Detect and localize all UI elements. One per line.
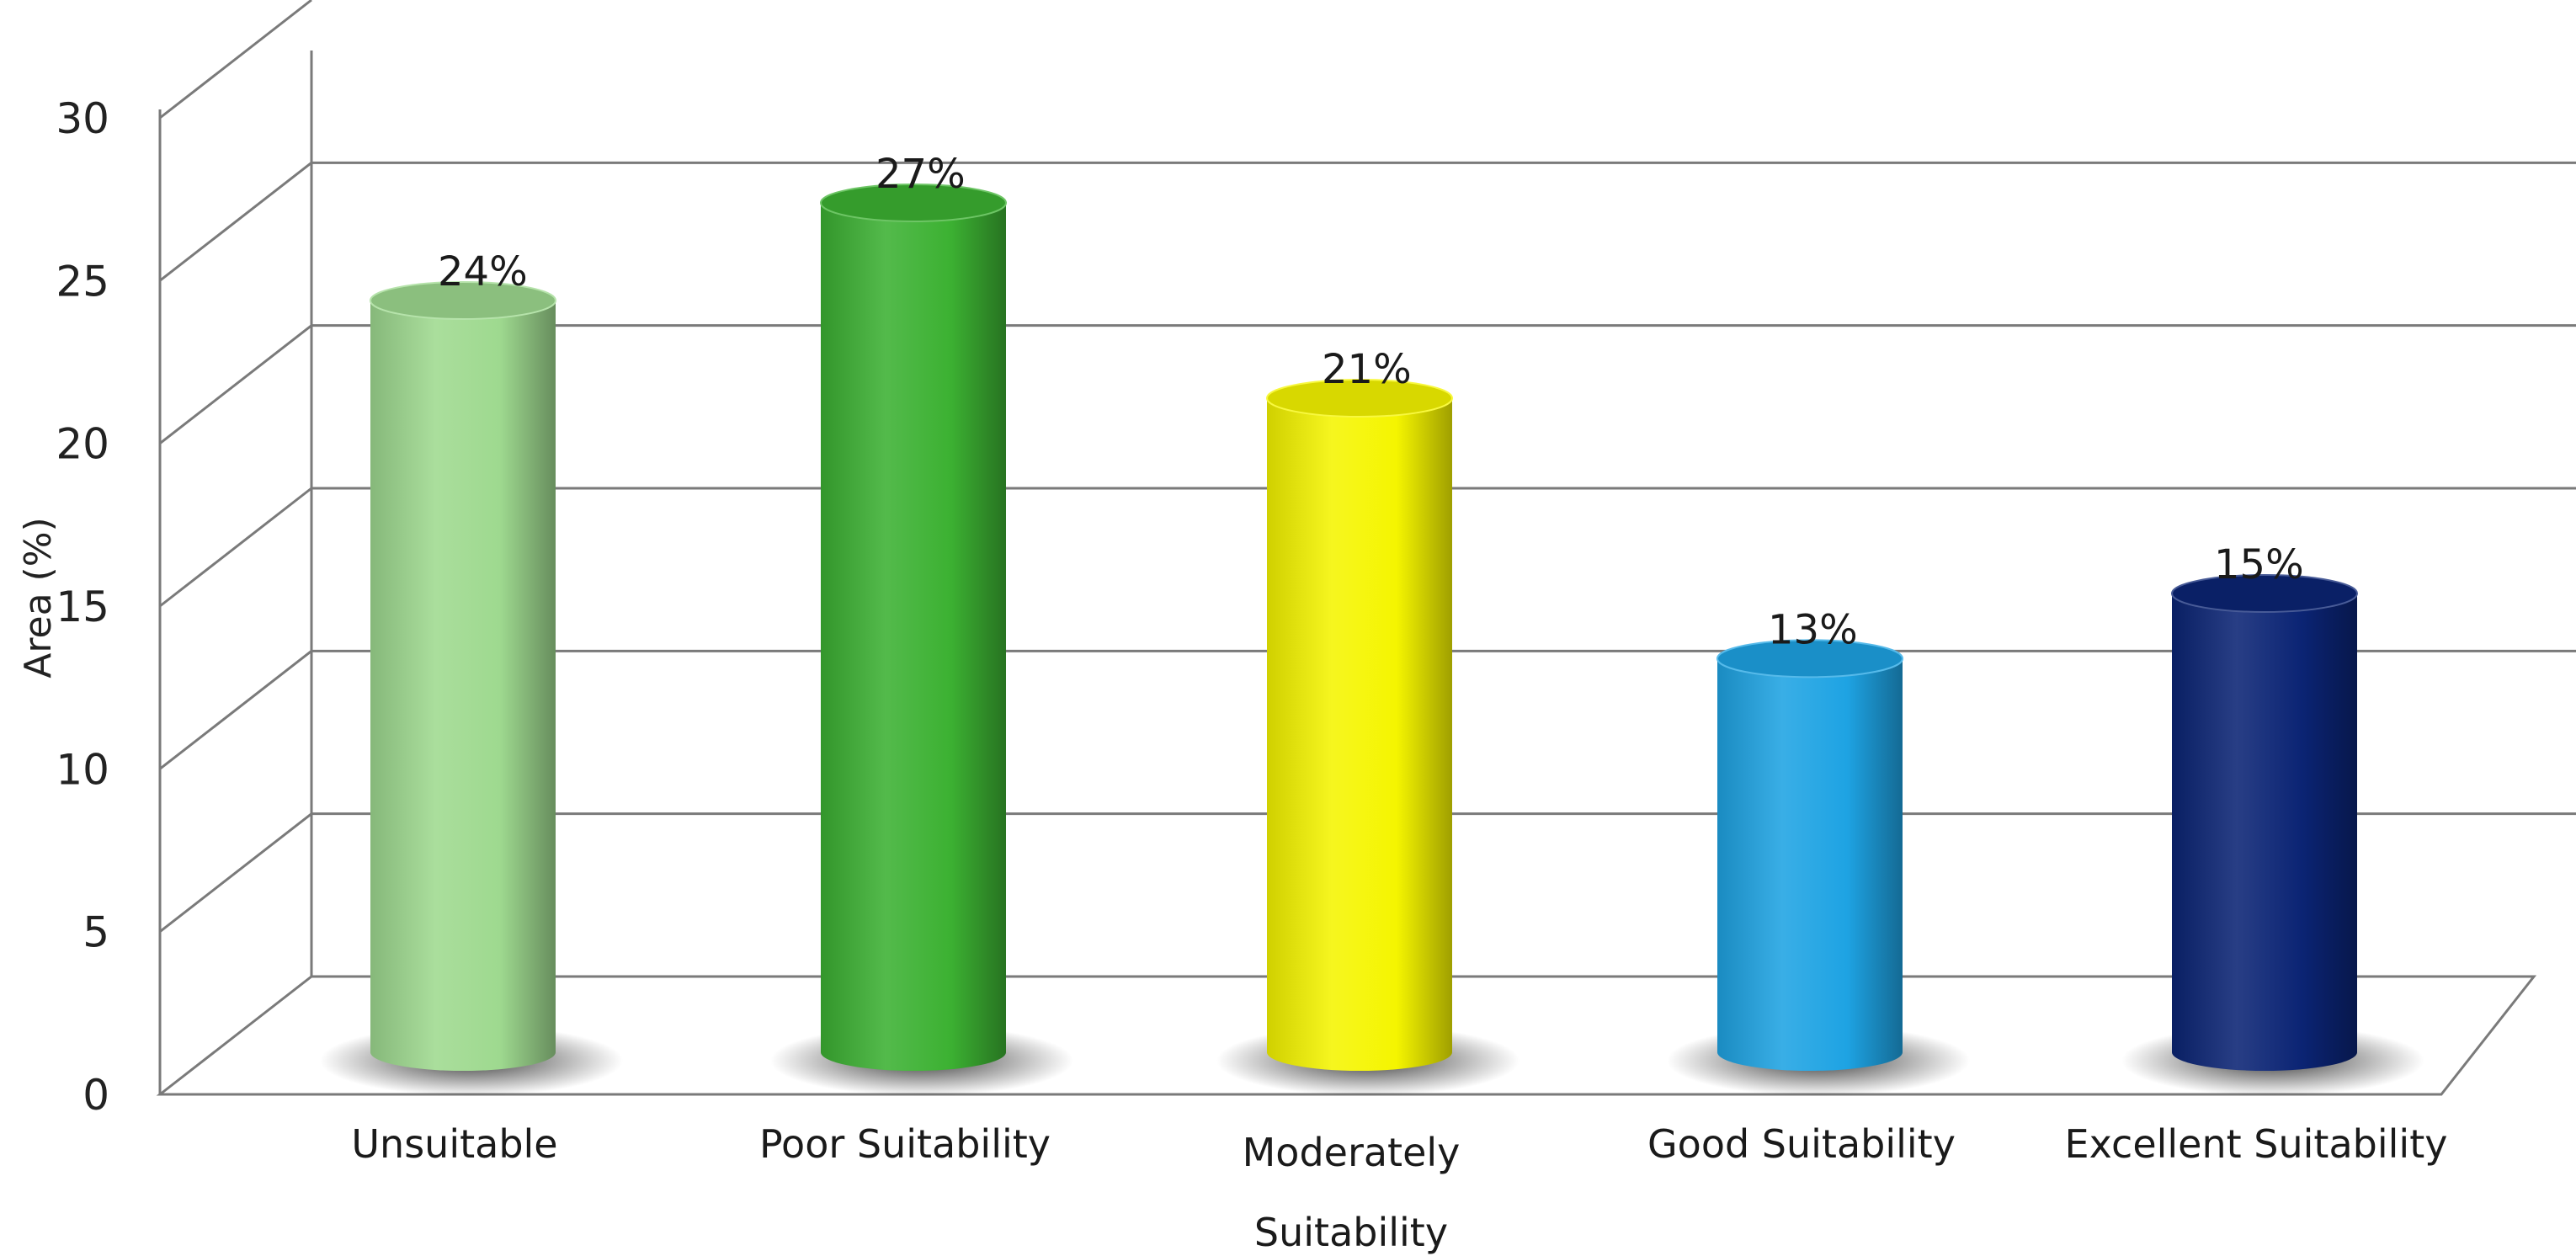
y-tick-label: 25	[56, 257, 109, 306]
bar-body	[1267, 398, 1452, 1071]
bar-5	[2121, 574, 2424, 1096]
y-tick-label: 15	[56, 583, 109, 631]
y-tick-label: 20	[56, 420, 109, 469]
bar-4	[1667, 639, 1970, 1096]
data-label: 13%	[1768, 606, 1858, 653]
gridline-side	[159, 0, 312, 120]
bar-body	[1717, 658, 1903, 1071]
x-category-label: Poor Suitability	[759, 1121, 1051, 1167]
gridline-side	[159, 650, 312, 770]
x-category-label: Excellent Suitability	[2065, 1121, 2448, 1167]
gridline-side	[159, 162, 312, 282]
bar-1	[320, 281, 623, 1096]
x-axis-categories: Unsuitable Poor Suitability Moderately Suit…	[351, 1121, 2447, 1255]
y-axis-ticks: 0 5 10 15 20 25 30	[56, 94, 109, 1120]
y-tick-label: 30	[56, 94, 109, 143]
bar-top	[2171, 574, 2358, 613]
data-label: 27%	[876, 151, 966, 198]
data-label: 21%	[1322, 346, 1412, 393]
data-label: 15%	[2214, 541, 2304, 588]
bar-3	[1216, 379, 1520, 1096]
y-tick-label: 10	[56, 745, 109, 794]
gridline-side	[159, 487, 312, 608]
bar-top	[370, 281, 556, 320]
x-category-label: Unsuitable	[351, 1121, 557, 1167]
gridline-side	[159, 812, 312, 933]
data-labels: 24% 27% 21% 13% 15%	[438, 151, 2304, 653]
floor	[156, 975, 2537, 1096]
x-category-label: Moderately Suitability	[1243, 1130, 1461, 1255]
bar-top	[820, 184, 1007, 222]
y-axis-title: Area (%)	[17, 517, 60, 678]
y-tick-label: 0	[82, 1071, 109, 1120]
bar-top	[1266, 379, 1453, 418]
gridline-side	[159, 324, 312, 444]
data-label: 24%	[438, 248, 528, 295]
bar-2	[770, 184, 1073, 1096]
bars	[320, 184, 2424, 1096]
bar-top	[1716, 639, 1903, 679]
bar-body	[821, 203, 1006, 1071]
bar-body	[2172, 593, 2357, 1071]
bar-body	[370, 301, 556, 1071]
y-tick-label: 5	[82, 908, 109, 957]
x-category-label: Good Suitability	[1647, 1121, 1956, 1167]
